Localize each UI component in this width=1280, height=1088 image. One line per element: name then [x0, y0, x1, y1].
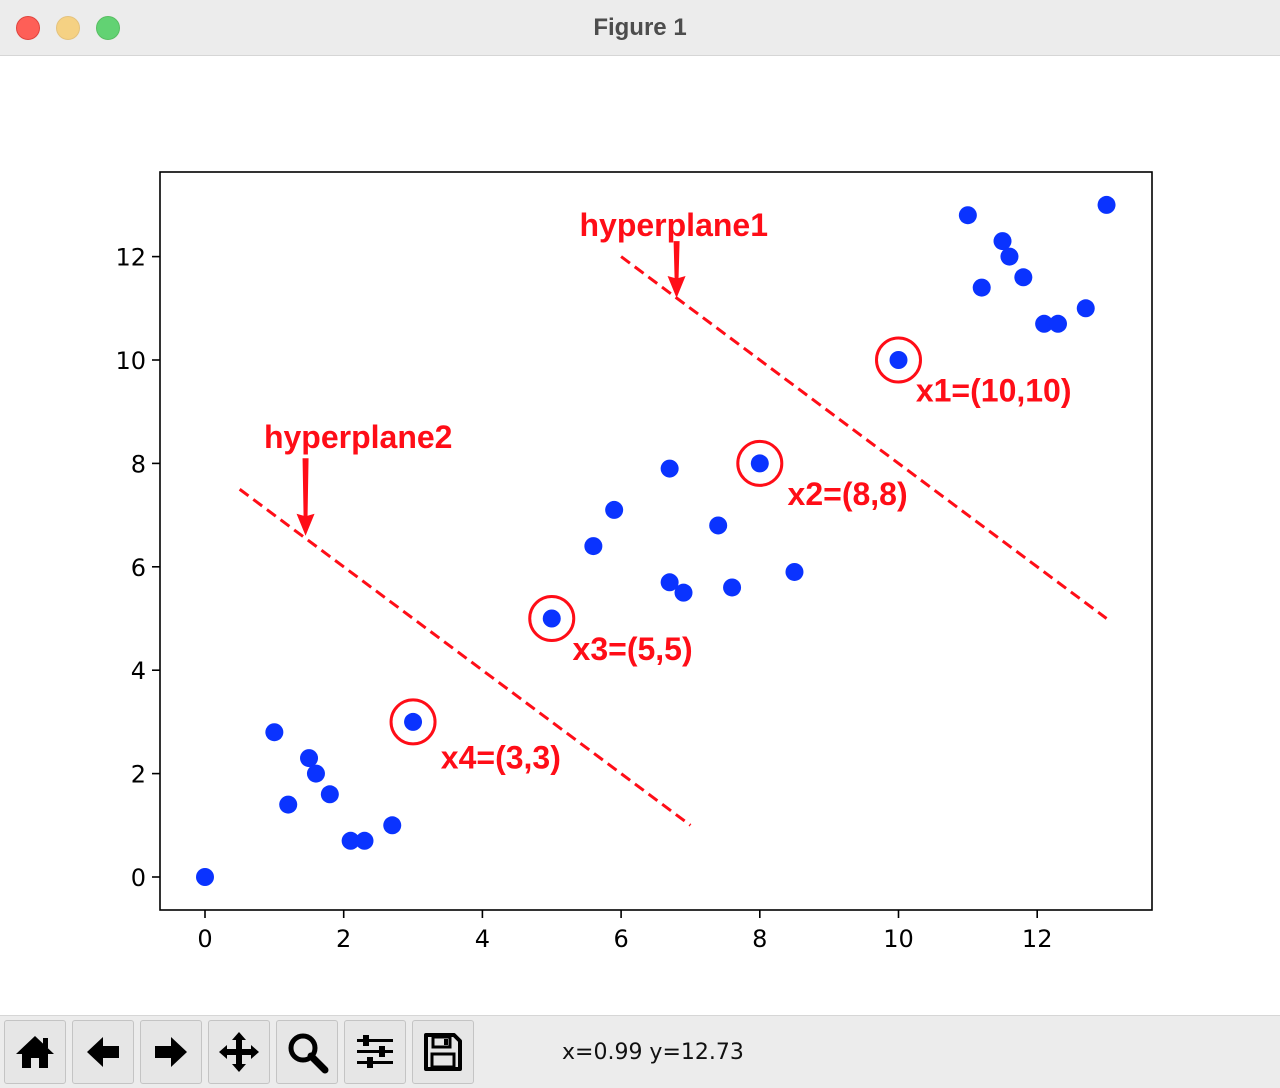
data-point [785, 562, 804, 581]
y-tick-label: 6 [131, 554, 146, 582]
navigation-toolbar: x=0.99 y=12.73 [0, 1015, 1280, 1088]
x-tick-label: 10 [883, 925, 914, 953]
magnifier-icon [288, 1033, 329, 1074]
point-label: x4=(3,3) [441, 739, 561, 775]
arrow-left-icon [87, 1037, 119, 1067]
x-tick-label: 0 [197, 925, 212, 953]
data-point [355, 831, 374, 850]
data-point [1035, 314, 1054, 333]
data-point [993, 232, 1012, 251]
window-title: Figure 1 [593, 14, 687, 41]
cursor-coordinates: x=0.99 y=12.73 [562, 1040, 744, 1065]
hyperplane-line [620, 255, 1108, 620]
y-tick-label: 8 [131, 450, 146, 478]
data-point [1097, 195, 1116, 214]
data-point [1014, 268, 1033, 287]
data-point [1049, 314, 1068, 333]
window-titlebar: Figure 1 [0, 0, 1280, 56]
forward-button[interactable] [140, 1020, 202, 1084]
x-tick-label: 6 [613, 925, 628, 953]
hyperplane-line [238, 488, 692, 827]
data-point [383, 816, 402, 835]
arrow-right-icon [155, 1037, 187, 1067]
data-point [1000, 247, 1019, 266]
x-tick-label: 12 [1022, 925, 1053, 953]
data-point [660, 459, 679, 478]
y-tick-label: 2 [131, 761, 146, 789]
annotation-labels: hyperplane1 hyperplane2 x1=(10,10) x2=(8,8)… [264, 207, 1072, 776]
data-point [542, 609, 561, 628]
sliders-icon [357, 1035, 393, 1068]
annotation-arrow [296, 458, 315, 536]
zoom-button[interactable] [276, 1020, 338, 1084]
data-point [605, 500, 624, 519]
data-point [674, 583, 693, 602]
data-point [279, 795, 298, 814]
floppy-disk-icon [424, 1033, 462, 1071]
pan-button[interactable] [208, 1020, 270, 1084]
point-label: x1=(10,10) [916, 372, 1072, 408]
configure-subplots-button[interactable] [344, 1020, 406, 1084]
data-point [889, 351, 908, 369]
data-point [750, 454, 769, 473]
data-point [723, 578, 742, 597]
figure-canvas[interactable]: 0 2 4 6 8 10 12 0 2 4 6 8 10 12 hyperplane1 hyperplan… [0, 57, 1280, 1015]
y-tick-label: 0 [131, 864, 146, 892]
x-tick-label: 4 [475, 925, 490, 953]
data-point [972, 278, 991, 297]
hyperplane-lines [238, 255, 1108, 827]
move-icon [219, 1032, 259, 1072]
data-point [196, 868, 214, 886]
save-button[interactable] [412, 1020, 474, 1084]
data-point [341, 831, 360, 850]
highlight-circle [875, 336, 922, 384]
data-point [320, 785, 339, 804]
point-label: x2=(8,8) [788, 476, 908, 512]
data-point [709, 516, 728, 535]
data-point [265, 723, 284, 742]
annotation-arrows [296, 241, 686, 536]
x-tick-label: 2 [336, 925, 351, 953]
data-point [300, 749, 319, 768]
data-point [958, 206, 977, 225]
close-window-button[interactable] [16, 16, 40, 40]
data-point [404, 712, 423, 731]
point-label: x3=(5,5) [573, 631, 693, 667]
highlight-circle [736, 439, 784, 487]
y-tick-label: 4 [131, 657, 146, 685]
y-tick-label: 10 [115, 347, 146, 375]
hyperplane-label: hyperplane2 [264, 419, 453, 455]
data-point [584, 537, 603, 556]
data-point [660, 573, 679, 592]
x-axis: 0 2 4 6 8 10 12 [197, 910, 1052, 953]
data-point [1076, 299, 1095, 318]
y-axis: 0 2 4 6 8 10 12 [115, 244, 160, 892]
hyperplane-label: hyperplane1 [579, 207, 768, 243]
back-button[interactable] [72, 1020, 134, 1084]
axes-frame [159, 171, 1153, 911]
x-tick-label: 8 [752, 925, 767, 953]
zoom-window-button[interactable] [96, 16, 120, 40]
y-tick-label: 12 [115, 244, 146, 272]
data-points [196, 195, 1116, 886]
data-point [306, 764, 325, 783]
home-icon [16, 1036, 54, 1068]
highlight-circle [389, 698, 437, 746]
minimize-window-button[interactable] [56, 16, 80, 40]
annotation-arrow [667, 241, 686, 298]
highlight-circle [528, 595, 576, 642]
home-button[interactable] [4, 1020, 66, 1084]
support-vector-circles [389, 336, 922, 746]
